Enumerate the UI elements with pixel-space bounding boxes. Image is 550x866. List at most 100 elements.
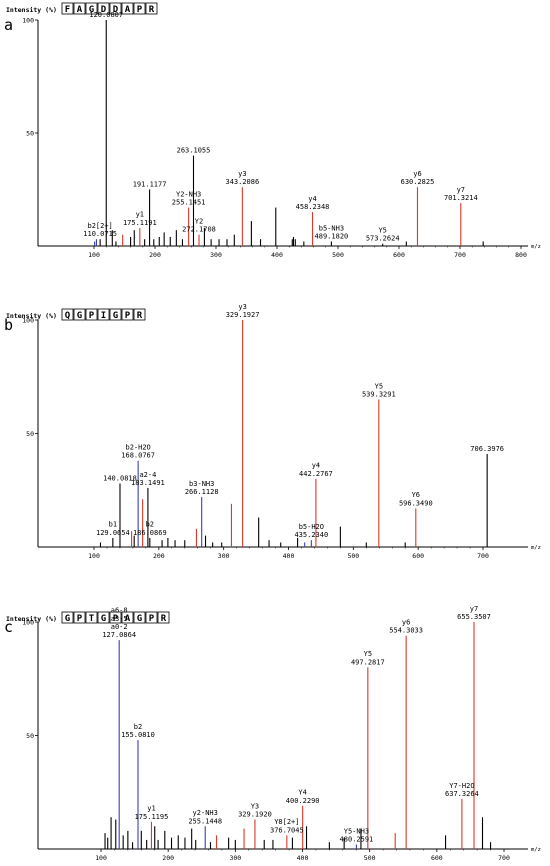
peak-annotation: 554.3033 — [389, 627, 423, 635]
x-tick-label: 400 — [283, 552, 295, 560]
sequence-residue: D — [101, 5, 107, 15]
peak-annotation: 435.2340 — [294, 531, 328, 539]
peak-annotation: Y6 — [412, 491, 420, 499]
sequence-residue: G — [65, 614, 70, 624]
peak-annotation: 539.3291 — [362, 390, 396, 398]
peak-annotation: 191.1177 — [133, 181, 167, 189]
peak-annotation: 255.1451 — [172, 199, 206, 207]
x-tick-label: 200 — [149, 251, 161, 259]
peak-annotation: b1 — [109, 521, 117, 529]
peak-annotation: b2 — [134, 723, 142, 731]
sequence-residue: G — [137, 614, 142, 624]
sequence-residue: D — [113, 5, 119, 15]
sequence-box — [121, 611, 134, 624]
peak-annotation: 120.0807 — [89, 11, 123, 19]
peak-annotation: Y5 — [375, 382, 383, 390]
peak-annotation: 129.0654 — [96, 529, 130, 537]
x-tick-label: 100 — [95, 854, 107, 862]
x-tick-label: 600 — [393, 251, 405, 259]
peak-annotation: 489.1820 — [315, 232, 349, 240]
peak-annotation: 701.3214 — [444, 194, 478, 202]
peak-annotation: a3-5 — [111, 615, 128, 623]
x-tick-label: 500 — [347, 552, 359, 560]
sequence-box — [133, 611, 146, 624]
sequence-residue: R — [161, 614, 167, 624]
peak-annotation: 263.1055 — [177, 147, 211, 155]
peak-annotation: Y2 — [195, 218, 203, 226]
sequence-residue: A — [125, 5, 131, 15]
peak-annotation: Y3 — [251, 802, 259, 810]
sequence-box — [109, 611, 122, 624]
sequence-residue: G — [101, 614, 106, 624]
sequence-box — [121, 308, 134, 321]
sequence-residue: P — [113, 614, 119, 624]
peak-annotation: 343.2086 — [225, 178, 259, 186]
peak-annotation: Y4 — [298, 789, 306, 797]
x-tick-label: 700 — [498, 854, 510, 862]
peak-annotation: Y8[2+] — [274, 818, 299, 826]
peak-annotation: 442.2767 — [299, 470, 333, 478]
x-axis-label: m/z — [531, 545, 541, 551]
peak-annotation: b5-NH3 — [319, 224, 344, 232]
sequence-box — [145, 611, 158, 624]
x-axis-label: m/z — [531, 244, 541, 250]
sequence-residue: P — [137, 5, 143, 15]
x-tick-label: 400 — [271, 251, 283, 259]
peak-annotation: 573.2624 — [366, 235, 400, 243]
sequence-residue: A — [77, 5, 83, 15]
peak-annotation: b5-H2O — [299, 523, 324, 531]
peak-annotation: y7 — [457, 186, 465, 194]
x-tick-label: 500 — [332, 251, 344, 259]
peak-annotation: b2[2+] — [87, 222, 112, 230]
sequence-box — [121, 2, 134, 15]
x-tick-label: 200 — [153, 552, 165, 560]
y-axis-label: Intensity (%) — [6, 615, 57, 623]
peak-annotation: Y5 — [364, 650, 372, 658]
peak-annotation: 266.1128 — [185, 488, 219, 496]
sequence-residue: R — [137, 311, 143, 321]
peak-annotation: 706.3976 — [470, 445, 504, 453]
x-tick-label: 300 — [210, 251, 222, 259]
sequence-residue: T — [89, 614, 95, 624]
peak-annotation: a0-2 — [111, 623, 128, 631]
peak-annotation: Y5 — [378, 227, 386, 235]
peak-annotation: 376.7045 — [270, 826, 304, 834]
peak-annotation: 630.2825 — [401, 178, 435, 186]
panel-label: b — [4, 316, 13, 334]
x-tick-label: 200 — [162, 854, 174, 862]
peak-annotation: 272.1708 — [182, 226, 216, 234]
peak-annotation: a6-8 — [111, 607, 128, 615]
y-axis-label: Intensity (%) — [6, 6, 57, 14]
x-tick-label: 700 — [454, 251, 466, 259]
y-tick-label: 50 — [26, 130, 34, 138]
peak-annotation: Y2-NH3 — [176, 190, 201, 198]
sequence-box — [157, 611, 170, 624]
peak-annotation: y3 — [238, 170, 246, 178]
peak-annotation: 140.0818 — [103, 474, 137, 482]
peak-annotation: y2-NH3 — [193, 809, 218, 817]
sequence-box — [61, 2, 74, 15]
panel-label: c — [4, 618, 13, 636]
peak-annotation: b2-H2O — [125, 444, 150, 452]
peak-annotation: 168.0767 — [121, 452, 155, 460]
peak-annotation: 175.1195 — [135, 813, 169, 821]
sequence-box — [133, 308, 146, 321]
peak-annotation: Y7-H2O — [449, 782, 474, 790]
y-tick-label: 100 — [22, 619, 34, 627]
x-tick-label: 300 — [218, 552, 230, 560]
peak-annotation: 655.3507 — [457, 613, 491, 621]
x-tick-label: 100 — [88, 251, 100, 259]
sequence-box — [97, 308, 110, 321]
peak-annotation: b2 — [146, 521, 154, 529]
sequence-residue: G — [89, 5, 94, 15]
y-tick-label: 50 — [26, 732, 34, 740]
sequence-residue: G — [113, 311, 118, 321]
peak-annotation: y4 — [312, 462, 320, 470]
sequence-residue: Q — [65, 311, 71, 321]
peak-annotation: 596.3490 — [399, 499, 433, 507]
peak-annotation: 329.1927 — [226, 311, 260, 319]
y-tick-label: 50 — [26, 430, 34, 438]
sequence-box — [109, 2, 122, 15]
sequence-residue: P — [77, 614, 83, 624]
peak-annotation: 637.3264 — [445, 790, 479, 798]
